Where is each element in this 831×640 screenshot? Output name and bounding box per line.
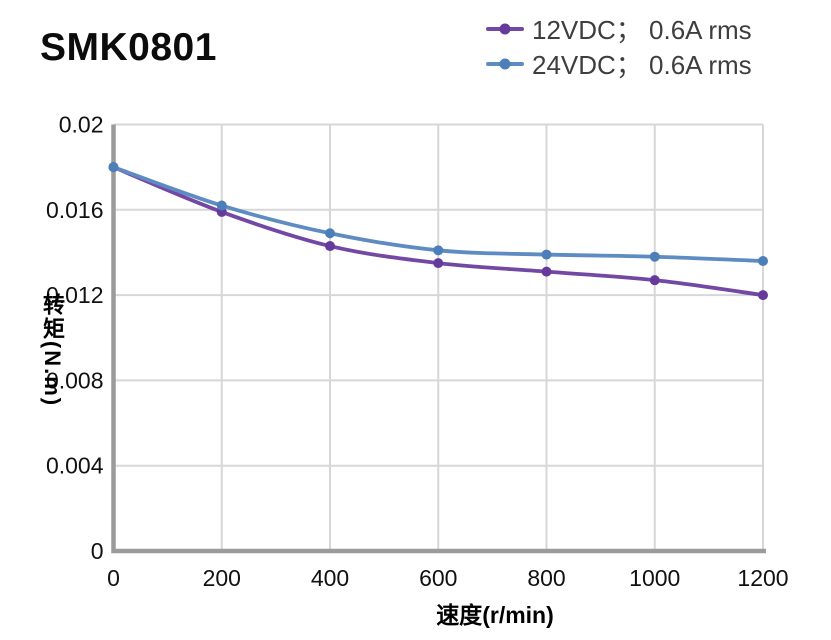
data-point-marker-24vdc <box>325 228 335 239</box>
x-tick-label: 400 <box>311 565 349 591</box>
data-point-marker-24vdc <box>216 200 227 211</box>
x-tick-label: 600 <box>419 565 457 591</box>
data-point-marker-12vdc <box>325 241 335 252</box>
x-tick-label: 1200 <box>737 565 788 591</box>
x-axis-title: 速度(r/min) <box>436 602 554 628</box>
data-point-marker-12vdc <box>433 258 444 269</box>
x-tick-label: 800 <box>527 565 565 591</box>
y-tick-label: 0.02 <box>59 112 104 138</box>
data-point-marker-24vdc <box>758 255 768 266</box>
data-point-marker-12vdc <box>541 266 552 277</box>
y-tick-label: 0.016 <box>46 197 104 223</box>
page-title: SMK0801 <box>40 26 217 69</box>
x-tick-label: 200 <box>203 565 241 591</box>
legend-label-12vdc: 12VDC； 0.6A rms <box>532 15 752 45</box>
axis-lines <box>111 124 766 554</box>
data-point-marker-12vdc <box>758 290 768 301</box>
data-point-marker-24vdc <box>433 245 444 256</box>
y-tick-label: 0 <box>91 538 104 564</box>
legend: 12VDC； 0.6A rms 24VDC； 0.6A rms <box>486 12 752 80</box>
data-point-marker-24vdc <box>649 251 660 262</box>
x-tick-label: 1000 <box>629 565 680 591</box>
legend-item-24vdc: 24VDC； 0.6A rms <box>486 47 752 80</box>
legend-label-24vdc: 24VDC； 0.6A rms <box>532 50 752 80</box>
x-tick-label: 0 <box>107 565 120 591</box>
y-tick-label: 0.004 <box>46 453 104 479</box>
data-point-marker-24vdc <box>541 249 552 260</box>
legend-item-12vdc: 12VDC； 0.6A rms <box>486 12 752 45</box>
y-tick-label: 0.008 <box>46 367 104 393</box>
data-point-marker-12vdc <box>649 275 660 286</box>
y-axis-title: 转矩(N.m) <box>40 292 65 408</box>
line-marker-icon <box>486 23 524 34</box>
line-marker-icon <box>486 58 524 69</box>
data-point-marker-24vdc <box>108 162 119 173</box>
y-tick-label: 0.012 <box>46 282 104 308</box>
